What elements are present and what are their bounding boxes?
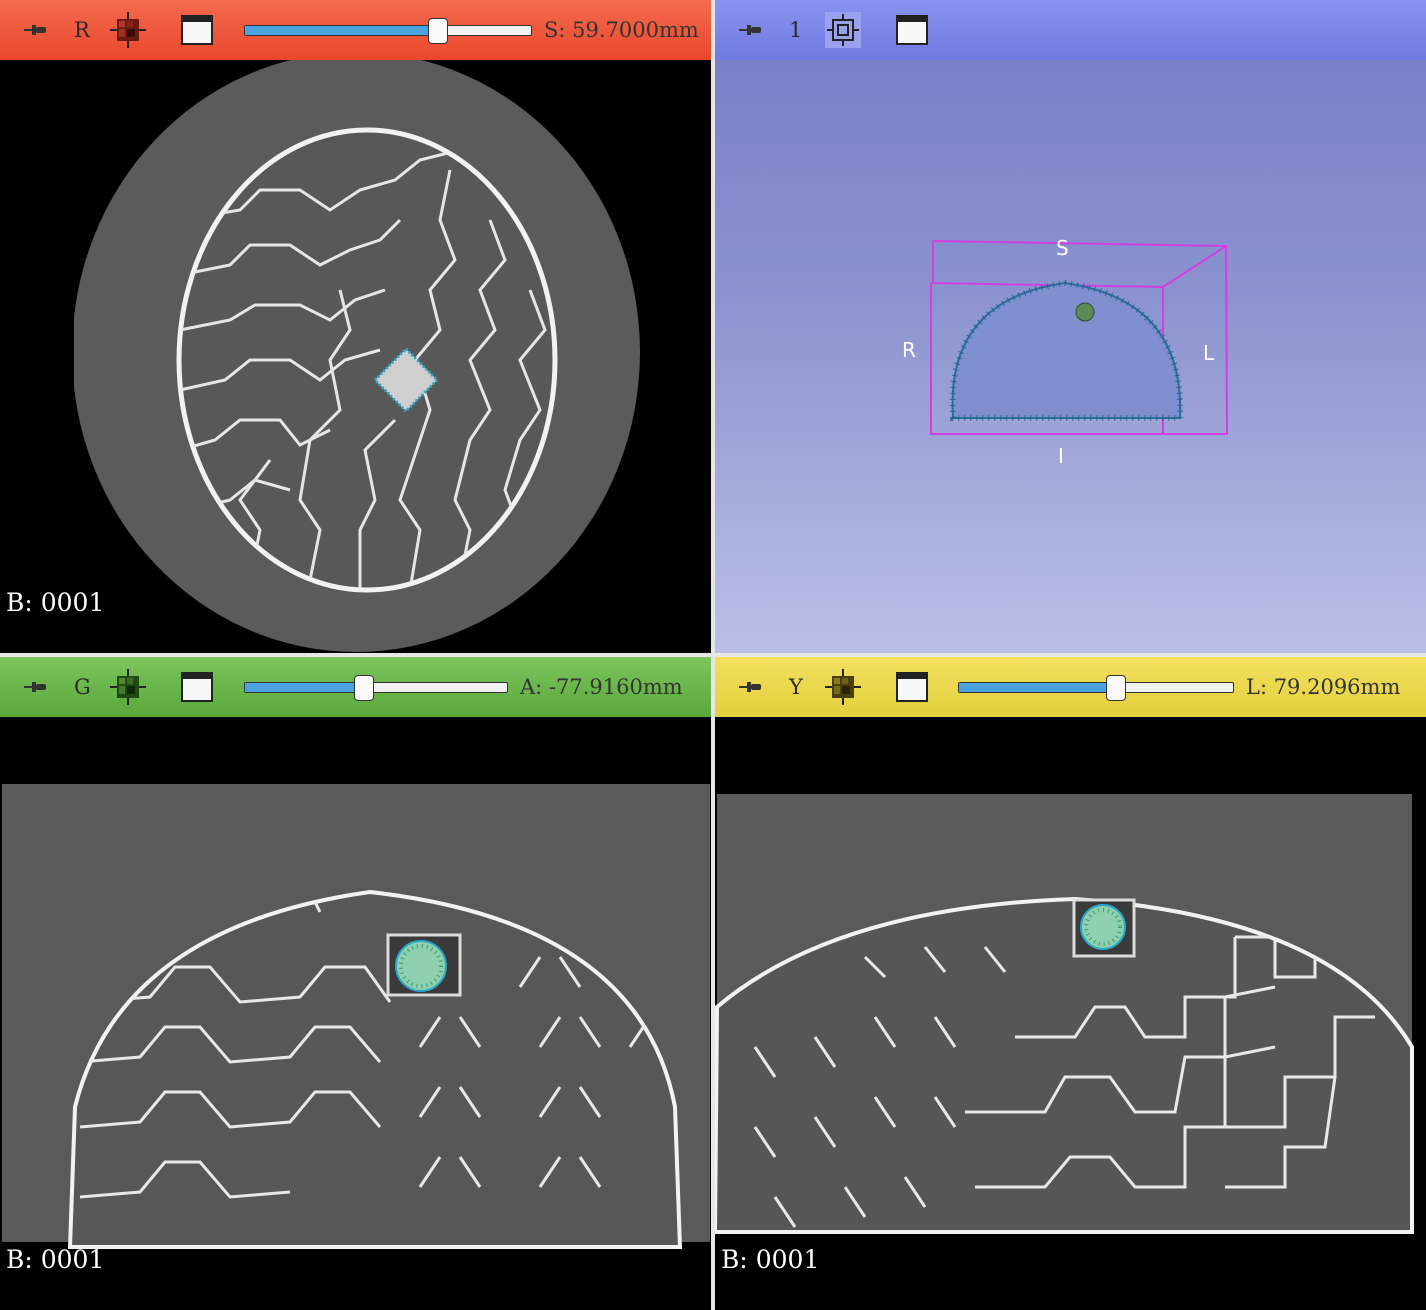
- red-slice-view[interactable]: R S: 59.7000mm: [0, 0, 711, 653]
- slice-offset-slider[interactable]: [244, 18, 532, 44]
- red-view-controller-bar: R S: 59.7000mm: [0, 0, 711, 60]
- right-label: R: [902, 338, 916, 362]
- slider-fill: [245, 683, 362, 692]
- center-3d-view-icon[interactable]: [825, 12, 861, 48]
- pin-icon[interactable]: [22, 18, 50, 42]
- slider-thumb[interactable]: [353, 675, 374, 701]
- maximize-window-icon[interactable]: [895, 14, 929, 46]
- slice-position-readout: L: 79.2096mm: [1246, 675, 1401, 699]
- slider-fill: [245, 26, 436, 35]
- corner-annotation: B: 0001: [6, 588, 105, 617]
- view-letter: Y: [789, 675, 803, 699]
- maximize-window-icon[interactable]: [180, 14, 214, 46]
- corner-annotation: B: 0001: [721, 1245, 820, 1274]
- yellow-view-controller-bar: Y L: 79.2096mm: [715, 657, 1426, 717]
- slice-grid-icon[interactable]: [110, 669, 146, 705]
- superior-label: S: [1056, 236, 1069, 260]
- pin-icon[interactable]: [22, 675, 50, 699]
- slider-fill: [959, 683, 1115, 692]
- slice-grid-icon[interactable]: [825, 669, 861, 705]
- slider-thumb[interactable]: [1106, 675, 1127, 701]
- view-letter: 1: [789, 18, 803, 42]
- sagittal-ct-image: [715, 794, 1414, 1234]
- pin-icon[interactable]: [737, 675, 765, 699]
- slice-position-readout: A: -77.9160mm: [520, 675, 683, 699]
- 3d-view[interactable]: 1 S I R L: [715, 0, 1426, 653]
- green-view-controller-bar: G A: -77.9160mm: [0, 657, 711, 717]
- left-label: L: [1203, 341, 1215, 365]
- slice-position-readout: S: 59.7000mm: [544, 18, 699, 42]
- maximize-window-icon[interactable]: [895, 671, 929, 703]
- slice-offset-slider[interactable]: [244, 675, 508, 701]
- 3d-view-controller-bar: 1: [715, 0, 1426, 60]
- coronal-ct-image: [2, 784, 710, 1249]
- axial-ct-image: [0, 60, 640, 653]
- 3d-render: [930, 240, 1229, 435]
- view-letter: R: [74, 18, 90, 42]
- yellow-slice-view[interactable]: Y L: 79.2096mm: [715, 657, 1426, 1310]
- corner-annotation: B: 0001: [6, 1245, 105, 1274]
- horizontal-divider: [0, 653, 1426, 657]
- green-slice-view[interactable]: G A: -77.9160mm: [0, 657, 711, 1310]
- slice-offset-slider[interactable]: [958, 675, 1234, 701]
- slice-grid-icon[interactable]: [110, 12, 146, 48]
- view-letter: G: [74, 675, 91, 699]
- maximize-window-icon[interactable]: [180, 671, 214, 703]
- inferior-label: I: [1058, 444, 1064, 468]
- slider-track: [244, 682, 508, 693]
- pin-icon[interactable]: [737, 18, 765, 42]
- slider-thumb[interactable]: [427, 18, 448, 44]
